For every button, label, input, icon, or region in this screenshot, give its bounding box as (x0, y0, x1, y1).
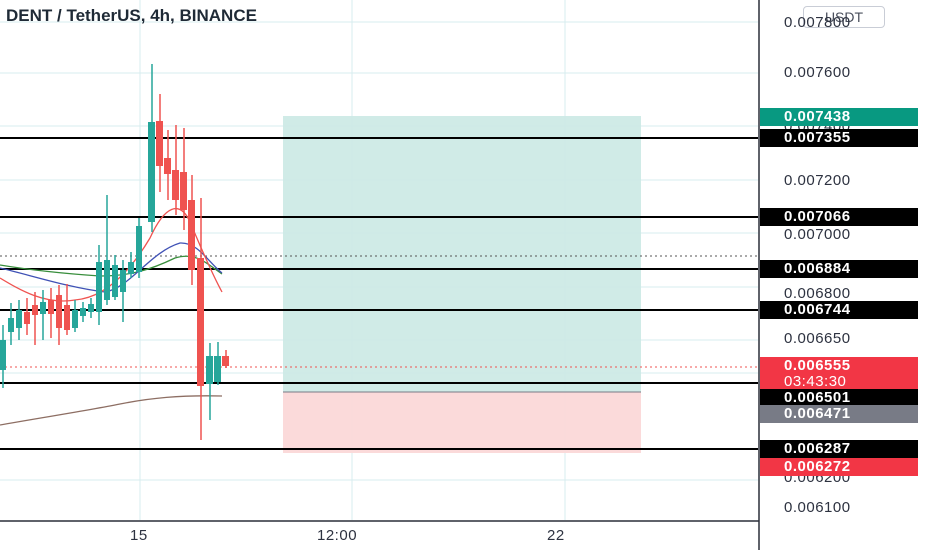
candle-body (56, 295, 62, 328)
moving-averages (0, 208, 223, 426)
target-zone[interactable] (283, 116, 641, 392)
ma-fast-red (0, 208, 223, 302)
level-tag-0-006287: 0.006287 (760, 440, 918, 458)
level-tag-0-007355: 0.007355 (760, 129, 918, 147)
candle-body (148, 122, 155, 222)
candle-body (156, 121, 163, 166)
candle-body (164, 158, 171, 174)
candle-body (64, 305, 70, 330)
candle-body (222, 356, 229, 366)
time-tick: 22 (547, 527, 565, 544)
candle-body (128, 262, 134, 274)
candle-body (96, 262, 102, 312)
stop-loss-tag: 0.006272 (760, 458, 918, 476)
price-tick: 0.006100 (784, 499, 851, 516)
entry-price-tag: 0.006471 (760, 405, 918, 423)
level-tag-0-006884: 0.006884 (760, 260, 918, 278)
bar-countdown: 03:43:30 (784, 373, 847, 390)
candle-body (136, 226, 142, 272)
horizontal-levels[interactable] (0, 137, 758, 450)
price-tick: 0.007200 (784, 172, 851, 189)
candle-body (72, 310, 78, 328)
candle-body (197, 258, 204, 386)
price-tick: 0.007000 (784, 226, 851, 243)
price-tick: 0.007800 (784, 14, 851, 31)
candle-body (24, 312, 30, 324)
candle-body (172, 170, 179, 200)
candle-body (206, 356, 213, 384)
candle-body (80, 308, 86, 316)
candle-body (16, 310, 22, 328)
candle-body (48, 300, 54, 314)
candle-body (180, 172, 187, 210)
level-tag-0-006744: 0.006744 (760, 301, 918, 319)
candle-body (188, 200, 195, 270)
candle-body (40, 302, 46, 314)
candle-body (88, 304, 94, 312)
last-price-value: 0.006555 (784, 357, 851, 374)
candle-body (112, 265, 118, 297)
candle-body (104, 260, 110, 300)
ma-mid (0, 255, 223, 277)
candle-body (120, 270, 126, 292)
candle-body (0, 340, 6, 370)
level-tag-0-007066: 0.007066 (760, 208, 918, 226)
candle-body (32, 305, 38, 315)
last-price-tag: 0.006555 03:43:30 (760, 357, 918, 390)
ma-fast-blue (0, 242, 223, 293)
time-tick: 15 (130, 527, 148, 544)
stop-zone[interactable] (283, 392, 641, 453)
price-tick: 0.006800 (784, 285, 851, 302)
candle-body (214, 356, 221, 382)
ma-long (0, 395, 223, 426)
candles (0, 64, 229, 440)
symbol-title[interactable]: DENT / TetherUS, 4h, BINANCE (6, 6, 257, 25)
candle-body (8, 318, 14, 332)
price-tick: 0.006650 (784, 330, 851, 347)
time-tick: 12:00 (317, 527, 358, 544)
level-tag-0-006501: 0.006501 (760, 389, 918, 406)
price-tick: 0.007600 (784, 64, 851, 81)
currency-button[interactable]: USDT (803, 6, 885, 28)
take-profit-tag: 0.007438 (760, 108, 918, 126)
